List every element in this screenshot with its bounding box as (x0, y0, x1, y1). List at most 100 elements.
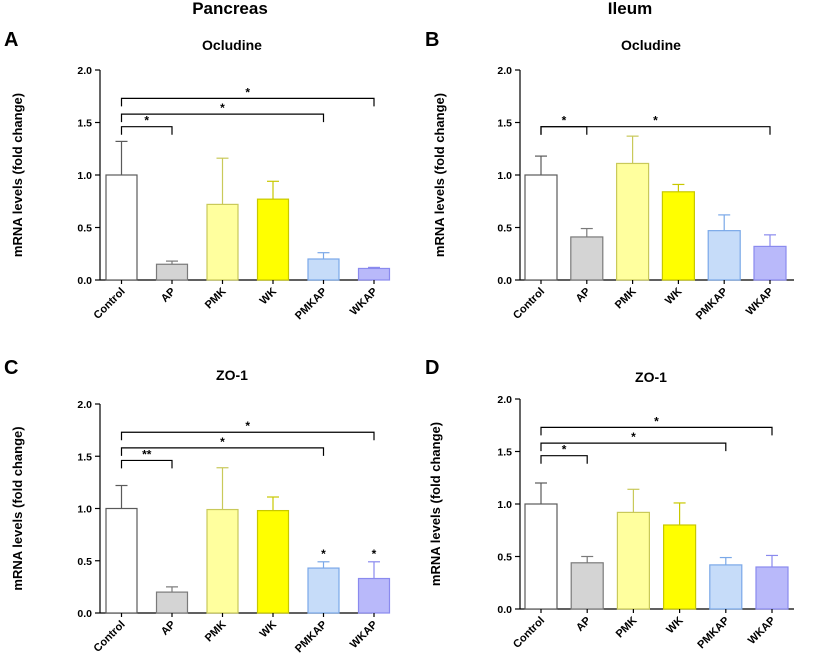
x-tick-label: PMK (203, 286, 229, 312)
y-tick-label: 1.5 (77, 118, 92, 130)
bar-pmkap (307, 567, 340, 614)
x-tick-label: WK (258, 619, 279, 640)
comparison-bracket (120, 431, 375, 441)
y-axis-label: mRNA levels (fold change) (428, 422, 443, 586)
bar-wkap (357, 577, 391, 614)
bar-pmkap (307, 258, 340, 281)
comparison-bracket (120, 126, 173, 135)
x-tick-label: WK (664, 615, 685, 636)
bar-pmk (616, 511, 651, 610)
bar-significance-mark: * (321, 547, 326, 561)
bar-wk (256, 509, 290, 614)
bar-significance-mark: * (372, 547, 377, 561)
y-axis-label: mRNA levels (fold change) (10, 426, 25, 590)
bar-ap (570, 562, 604, 610)
column-title-pancreas: Pancreas (192, 0, 268, 18)
x-tick-label: WKAP (348, 619, 380, 651)
bar-wkap (755, 566, 789, 610)
comparison-bracket (120, 459, 173, 469)
comparison-bracket (540, 126, 771, 135)
y-tick-label: 1.5 (497, 118, 512, 130)
comparison-label: * (144, 114, 149, 128)
x-tick-label: AP (574, 286, 593, 305)
bar-pmkap (707, 230, 741, 281)
bar-wkap (753, 245, 787, 281)
chart-title: Ocludine (202, 37, 262, 53)
bar-ap (570, 236, 604, 281)
comparison-label: * (653, 114, 658, 128)
comparison-label: * (220, 101, 225, 115)
comparison-bracket (120, 97, 375, 107)
comparison-bracket (120, 447, 325, 456)
x-tick-label: PMKAP (695, 615, 732, 652)
y-tick-label: 0.5 (77, 223, 92, 235)
y-tick-label: 1.0 (497, 170, 512, 182)
panel-letter: A (4, 29, 18, 51)
x-tick-label: PMKAP (293, 286, 330, 323)
bar-wkap (357, 267, 391, 281)
x-tick-label: Control (91, 286, 127, 322)
panel-letter: B (425, 29, 439, 51)
bar-pmk (206, 508, 239, 614)
bar-wk (662, 524, 697, 610)
chart-panel-b: B Ocludine mRNA levels (fold change) 0.0 0.5… (425, 29, 794, 322)
y-tick-label: 2.0 (497, 65, 512, 77)
y-tick-label: 1.5 (77, 451, 92, 463)
y-tick-label: 1.0 (497, 499, 512, 511)
comparison-bracket (540, 426, 773, 436)
comparison-label: * (245, 85, 250, 99)
x-tick-label: WK (258, 286, 279, 307)
x-tick-label: WKAP (746, 615, 778, 647)
panel-letter: D (425, 357, 439, 379)
bar-wk (256, 198, 290, 281)
bar-control (524, 174, 558, 281)
comparison-label: * (245, 419, 250, 433)
x-tick-label: PMKAP (694, 286, 731, 323)
comparison-label: * (654, 414, 659, 428)
comparison-label: * (220, 435, 225, 449)
x-tick-label: Control (511, 615, 547, 651)
chart-panel-d: D ZO-1 mRNA levels (fold change) 0.0 0.5 1.0 1… (425, 357, 794, 651)
bar-pmk (615, 162, 650, 281)
bar-pmkap (709, 564, 743, 610)
y-axis-label: mRNA levels (fold change) (10, 93, 25, 257)
chart-title: ZO-1 (216, 367, 248, 383)
y-tick-label: 2.0 (77, 65, 92, 77)
x-tick-label: AP (159, 286, 178, 305)
x-tick-label: PMK (614, 615, 640, 641)
comparison-label: ** (142, 447, 152, 461)
comparison-label: * (562, 114, 567, 128)
y-tick-label: 1.0 (77, 504, 92, 516)
bar-control (105, 174, 138, 281)
comparison-bracket (540, 442, 727, 452)
panel-letter: C (4, 357, 18, 379)
y-axis-label: mRNA levels (fold change) (432, 93, 447, 257)
y-tick-label: 2.0 (77, 399, 92, 411)
bar-control (524, 503, 558, 610)
comparison-bracket (120, 113, 325, 123)
bar-control (105, 507, 138, 614)
chart-panel-a: A Ocludine mRNA levels (fold change) 0.0 0.5… (4, 29, 391, 323)
y-tick-label: 2.0 (497, 394, 512, 406)
bar-pmk (206, 203, 239, 281)
y-tick-label: 0.5 (497, 223, 512, 235)
column-title-ileum: Ileum (608, 0, 652, 18)
y-tick-label: 0.5 (77, 556, 92, 568)
x-tick-label: Control (511, 286, 547, 322)
y-tick-label: 1.0 (77, 170, 92, 182)
x-tick-label: AP (159, 619, 178, 638)
y-tick-label: 1.5 (497, 447, 512, 459)
y-tick-label: 0.0 (77, 608, 92, 620)
x-tick-label: PMK (613, 286, 639, 312)
bar-ap (155, 263, 189, 281)
comparison-bracket (540, 126, 588, 135)
x-tick-label: PMKAP (293, 619, 330, 656)
x-tick-label: WKAP (744, 286, 776, 318)
chart-title: ZO-1 (635, 369, 667, 385)
chart-title: Ocludine (621, 37, 681, 53)
comparison-bracket (540, 455, 588, 464)
comparison-label: * (631, 430, 636, 444)
x-tick-label: WKAP (348, 286, 380, 318)
x-tick-label: AP (574, 615, 593, 634)
